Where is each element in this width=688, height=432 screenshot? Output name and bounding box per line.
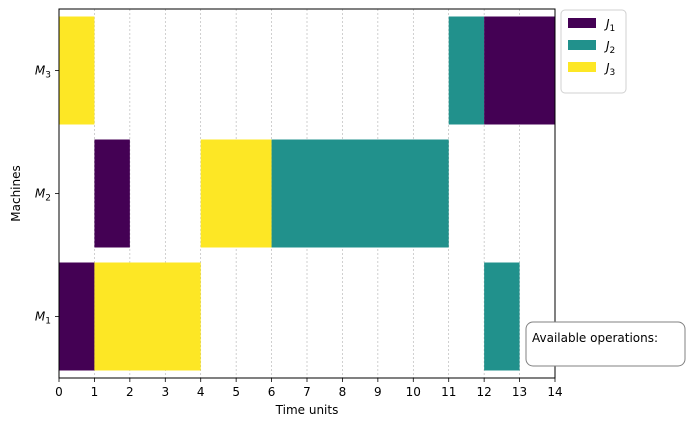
y-axis-label: Machines: [9, 165, 23, 221]
x-tick-label: 12: [477, 385, 492, 399]
legend-label: J1: [604, 17, 615, 34]
legend-swatch: [568, 62, 596, 72]
task-bar: [271, 139, 449, 248]
y-tick-label: M3: [35, 64, 51, 81]
y-tick-label: M2: [35, 187, 51, 204]
legend-label: J3: [604, 61, 615, 78]
legend: J1 J2 J3: [560, 9, 627, 94]
y-tick-label: M1: [35, 310, 51, 327]
x-tick-label: 9: [374, 385, 382, 399]
x-tick-label: 14: [547, 385, 562, 399]
y-axis-ticks: M1 M2 M3: [35, 64, 59, 327]
annotation-box: Available operations:: [525, 321, 686, 367]
task-bar: [59, 262, 95, 371]
legend-label: J2: [604, 39, 615, 56]
x-tick-label: 13: [512, 385, 527, 399]
x-tick-label: 5: [232, 385, 240, 399]
x-tick-label: 3: [161, 385, 169, 399]
task-bar: [59, 16, 95, 125]
x-tick-label: 2: [126, 385, 134, 399]
legend-swatch: [568, 40, 596, 50]
legend-frame: [560, 9, 627, 94]
x-tick-label: 7: [303, 385, 311, 399]
x-tick-label: 0: [55, 385, 63, 399]
x-axis-ticks: 0 1 2 3 4 5 6 7 8 9 10 11 12 13 14: [55, 378, 563, 399]
x-tick-label: 8: [339, 385, 347, 399]
task-bar: [484, 16, 555, 125]
x-tick-label: 6: [268, 385, 276, 399]
task-bar: [484, 262, 520, 371]
annotation-frame: [525, 321, 686, 367]
x-tick-label: 1: [91, 385, 99, 399]
legend-swatch: [568, 18, 596, 28]
task-bar: [94, 262, 201, 371]
x-tick-label: 10: [406, 385, 421, 399]
task-bar: [200, 139, 272, 248]
annotation-text: Available operations:: [532, 331, 658, 345]
task-bar: [94, 139, 130, 248]
x-tick-label: 11: [441, 385, 456, 399]
x-tick-label: 4: [197, 385, 205, 399]
x-axis-label: Time units: [275, 403, 339, 417]
task-bars: [59, 16, 555, 371]
task-bar: [448, 16, 485, 125]
